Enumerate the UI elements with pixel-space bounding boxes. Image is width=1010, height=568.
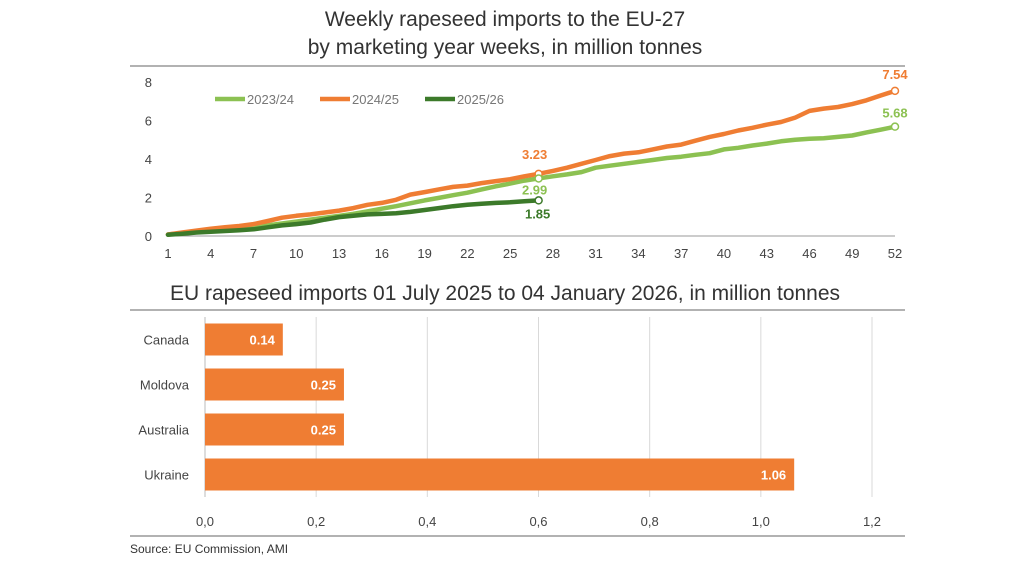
x-tick-label: 10 [289,246,303,261]
bar-ukraine [205,458,795,491]
bar-value-label: 0.25 [311,423,336,438]
x-tick-label: 49 [845,246,859,261]
end-marker-2025-26 [534,196,543,205]
source-note: Source: EU Commission, AMI [130,542,289,556]
y-tick-label: 4 [145,152,152,167]
x-tick-label: 52 [888,246,902,261]
x-tick-label: 1,2 [863,514,881,529]
x-tick-label: 25 [503,246,517,261]
series-line-2024-25 [165,88,898,237]
x-tick-label: 0,2 [307,514,325,529]
bar-australia [205,413,344,446]
x-tick-label: 31 [588,246,602,261]
x-tick-label: 37 [674,246,688,261]
x-tick-label: 0,4 [418,514,436,529]
bar-moldova [205,368,344,401]
y-tick-label: 0 [145,229,152,244]
x-tick-label: 0,8 [641,514,659,529]
x-tick-label: 40 [717,246,731,261]
x-tick-label: 0,6 [529,514,547,529]
x-tick-label: 28 [546,246,560,261]
y-tick-label: 6 [145,114,152,129]
x-tick-label: 1 [164,246,171,261]
bar-chart-title: EU rapeseed imports 01 July 2025 to 04 J… [169,282,841,305]
end-label-2025-26: 1.85 [525,206,550,221]
x-tick-label: 22 [460,246,474,261]
bar-value-label: 1.06 [761,468,786,483]
y-tick-label: 8 [145,75,152,90]
x-tick-label: 4 [207,246,214,261]
x-tick-label: 13 [332,246,346,261]
y-tick-label: 2 [145,191,152,206]
x-tick-label: 16 [375,246,389,261]
end-marker-2023-24 [890,122,900,131]
category-label: Canada [143,333,189,348]
legend-label-2023-24: 2023/24 [247,92,294,107]
category-label: Moldova [140,378,190,393]
category-label: Australia [138,423,189,438]
marker-2023-24-week-27 [534,174,543,183]
legend-label-2024-25: 2024/25 [352,92,399,107]
label-2024-25-week-27: 3.23 [522,147,547,162]
line-chart-title: Weekly rapeseed imports to the EU-27 by … [0,6,1010,62]
x-tick-label: 43 [759,246,773,261]
category-label: Ukraine [144,468,189,483]
series-line-2025-26 [165,198,541,238]
x-tick-label: 7 [250,246,257,261]
bar-value-label: 0.14 [250,333,276,348]
line-chart-title-line: Weekly rapeseed imports to the EU-27 [324,8,686,31]
end-label-2024-25: 7.54 [882,67,908,82]
line-chart-title-line: by marketing year weeks, in million tonn… [307,36,703,59]
x-tick-label: 0,0 [196,514,214,529]
x-tick-label: 34 [631,246,645,261]
end-label-2023-24: 5.68 [882,106,907,121]
label-2023-24-week-27: 2.99 [522,182,547,197]
bar-canada [205,323,283,356]
legend-label-2025-26: 2025/26 [457,92,504,107]
bar-value-label: 0.25 [311,378,336,393]
end-marker-2024-25 [890,86,900,96]
x-tick-label: 1,0 [752,514,770,529]
x-tick-label: 46 [802,246,816,261]
x-tick-label: 19 [417,246,431,261]
